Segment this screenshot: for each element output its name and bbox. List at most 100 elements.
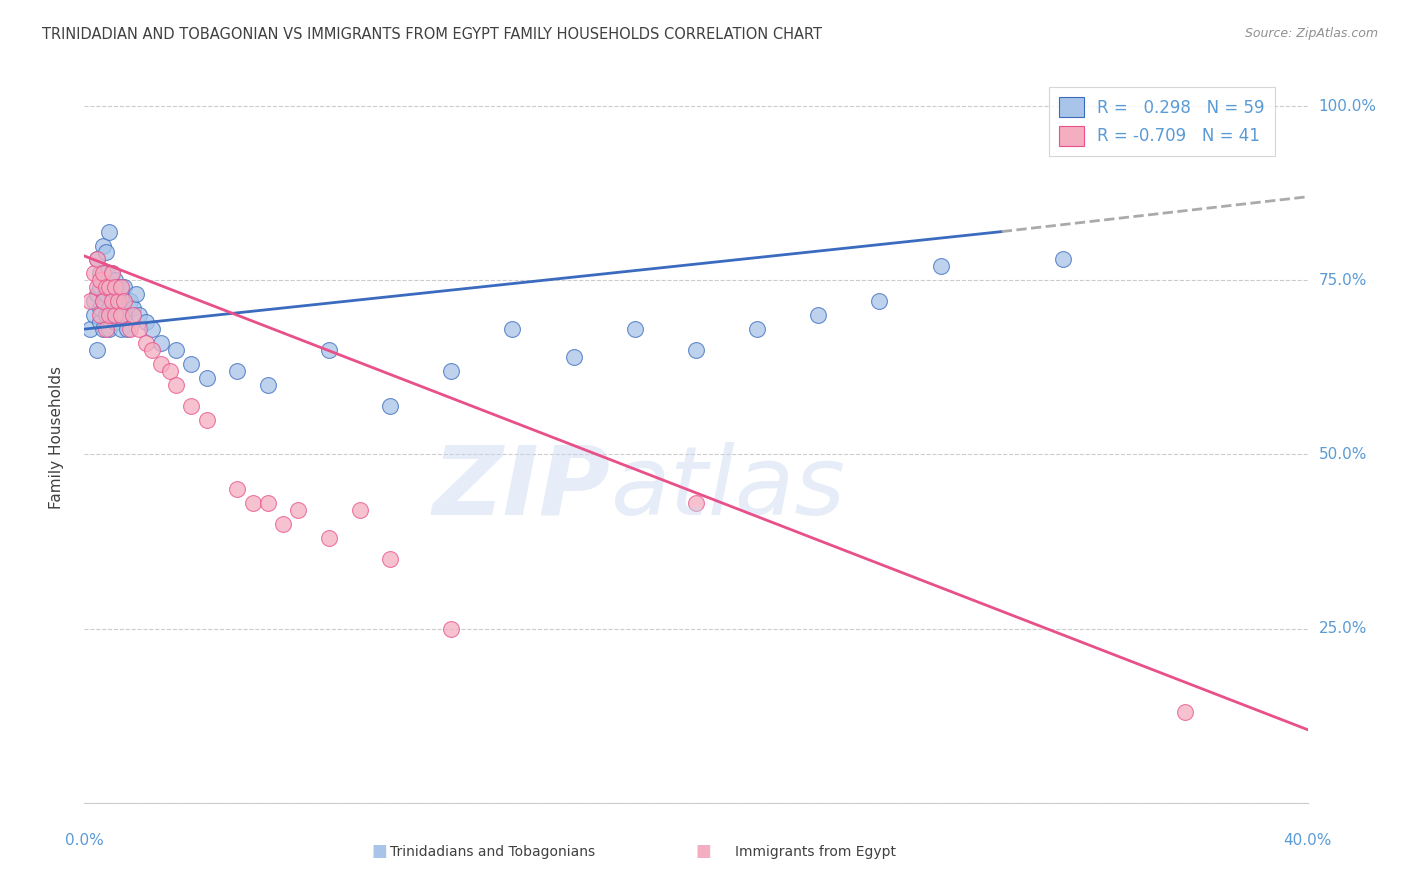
Point: [86, 287, 108, 301]
Point: [79, 294, 101, 309]
Point: [271, 517, 294, 532]
Point: [195, 412, 218, 426]
Point: [101, 266, 124, 280]
Point: [91, 294, 114, 309]
Point: [86, 252, 108, 267]
Point: [242, 496, 264, 510]
Point: [869, 294, 891, 309]
Point: [104, 273, 127, 287]
Point: [112, 294, 135, 309]
Point: [89, 266, 111, 280]
Point: [257, 377, 280, 392]
Point: [107, 294, 129, 309]
Point: [89, 315, 111, 329]
Point: [94, 280, 117, 294]
Point: [685, 496, 707, 510]
Point: [101, 294, 124, 309]
Point: [94, 322, 117, 336]
Point: [112, 308, 135, 322]
Point: [94, 245, 117, 260]
Text: 75.0%: 75.0%: [1319, 273, 1367, 288]
Point: [115, 322, 138, 336]
Point: [89, 301, 111, 316]
Point: [318, 343, 340, 357]
Y-axis label: Family Households: Family Households: [49, 366, 63, 508]
Point: [104, 294, 127, 309]
Point: [94, 287, 117, 301]
Point: [128, 308, 150, 322]
Point: [104, 280, 127, 294]
Point: [97, 225, 120, 239]
Point: [112, 280, 135, 294]
Point: [107, 308, 129, 322]
Text: 40.0%: 40.0%: [1284, 833, 1331, 848]
Point: [226, 483, 249, 497]
Point: [135, 336, 157, 351]
Point: [91, 238, 114, 252]
Point: [318, 531, 340, 545]
Text: 0.0%: 0.0%: [65, 833, 104, 848]
Point: [110, 322, 132, 336]
Point: [91, 322, 114, 336]
Text: ■: ■: [371, 842, 388, 860]
Point: [165, 343, 187, 357]
Point: [110, 294, 132, 309]
Point: [562, 350, 585, 364]
Text: ■: ■: [695, 842, 711, 860]
Point: [86, 280, 108, 294]
Point: [107, 280, 129, 294]
Point: [195, 371, 218, 385]
Point: [226, 364, 249, 378]
Point: [1052, 252, 1074, 267]
Point: [83, 266, 105, 280]
Point: [141, 322, 163, 336]
Point: [122, 301, 145, 316]
Point: [747, 322, 769, 336]
Point: [929, 260, 952, 274]
Point: [101, 266, 124, 280]
Text: 25.0%: 25.0%: [1319, 621, 1367, 636]
Point: [97, 322, 120, 336]
Point: [104, 315, 127, 329]
Point: [83, 308, 105, 322]
Point: [97, 280, 120, 294]
Point: [79, 322, 101, 336]
Point: [86, 252, 108, 267]
Point: [94, 266, 117, 280]
Text: Source: ZipAtlas.com: Source: ZipAtlas.com: [1244, 27, 1378, 40]
Point: [1174, 705, 1197, 719]
Point: [91, 294, 114, 309]
Point: [86, 343, 108, 357]
Point: [91, 273, 114, 287]
Point: [624, 322, 647, 336]
Point: [101, 287, 124, 301]
Point: [380, 552, 402, 566]
Point: [380, 399, 402, 413]
Point: [159, 364, 181, 378]
Point: [97, 280, 120, 294]
Point: [128, 322, 150, 336]
Text: Trinidadians and Tobagonians: Trinidadians and Tobagonians: [389, 846, 595, 859]
Point: [141, 343, 163, 357]
Point: [502, 322, 524, 336]
Legend: R =   0.298   N = 59, R = -0.709   N = 41: R = 0.298 N = 59, R = -0.709 N = 41: [1049, 87, 1275, 156]
Point: [149, 336, 172, 351]
Point: [257, 496, 280, 510]
Point: [440, 622, 463, 636]
Point: [110, 308, 132, 322]
Point: [89, 280, 111, 294]
Point: [104, 308, 127, 322]
Point: [180, 399, 202, 413]
Text: Immigrants from Egypt: Immigrants from Egypt: [735, 846, 896, 859]
Point: [89, 308, 111, 322]
Point: [685, 343, 707, 357]
Point: [120, 322, 142, 336]
Point: [101, 308, 124, 322]
Text: 50.0%: 50.0%: [1319, 447, 1367, 462]
Point: [149, 357, 172, 371]
Point: [165, 377, 187, 392]
Point: [83, 294, 105, 309]
Point: [349, 503, 371, 517]
Point: [807, 308, 830, 322]
Point: [180, 357, 202, 371]
